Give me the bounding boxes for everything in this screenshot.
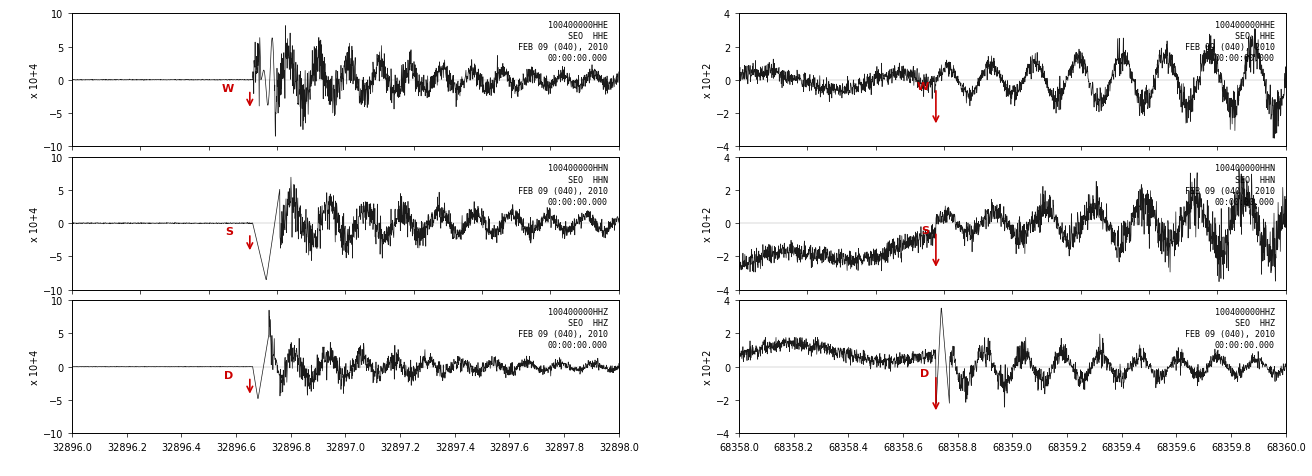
Text: D: D [224, 370, 234, 380]
Text: 100400000HHZ
SEO  HHZ
FEB 09 (040), 2010
00:00:00.000: 100400000HHZ SEO HHZ FEB 09 (040), 2010 … [1185, 307, 1275, 349]
Y-axis label: x 10+2: x 10+2 [703, 349, 712, 385]
Text: S: S [226, 227, 234, 237]
Text: D: D [920, 368, 929, 378]
Y-axis label: x 10+4: x 10+4 [30, 63, 39, 98]
Y-axis label: x 10+2: x 10+2 [703, 63, 712, 98]
Y-axis label: x 10+2: x 10+2 [703, 206, 712, 241]
Y-axis label: x 10+4: x 10+4 [30, 206, 39, 241]
Text: W: W [917, 82, 929, 92]
Text: S: S [921, 225, 929, 235]
Text: 100400000HHZ
SEO  HHZ
FEB 09 (040), 2010
00:00:00.000: 100400000HHZ SEO HHZ FEB 09 (040), 2010 … [518, 307, 607, 349]
Text: 100400000HHN
SEO  HHN
FEB 09 (040), 2010
00:00:00.000: 100400000HHN SEO HHN FEB 09 (040), 2010 … [1185, 164, 1275, 206]
Text: 100400000HHN
SEO  HHN
FEB 09 (040), 2010
00:00:00.000: 100400000HHN SEO HHN FEB 09 (040), 2010 … [518, 164, 607, 206]
Y-axis label: x 10+4: x 10+4 [30, 349, 39, 385]
Text: 100400000HHE
SEO  HHE
FEB 09 (040), 2010
00:00:00.000: 100400000HHE SEO HHE FEB 09 (040), 2010 … [518, 21, 607, 63]
Text: W: W [222, 83, 234, 93]
Text: 100400000HHE
SEO  HHE
FEB 09 (040), 2010
00:00:00.000: 100400000HHE SEO HHE FEB 09 (040), 2010 … [1185, 21, 1275, 63]
